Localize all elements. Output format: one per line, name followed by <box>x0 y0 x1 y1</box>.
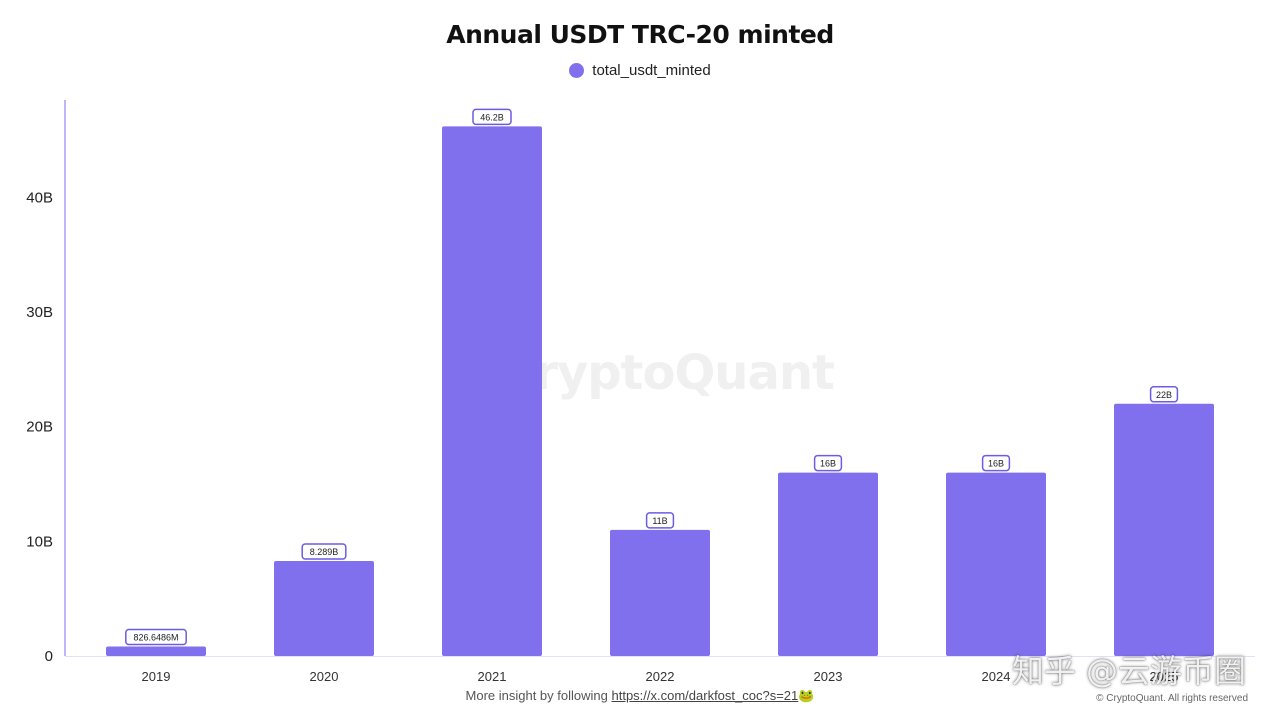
data-label: 46.2B <box>480 112 504 122</box>
y-tick-label: 10B <box>26 533 53 550</box>
chart-title: Annual USDT TRC-20 minted <box>446 20 834 49</box>
y-tick-label: 30B <box>26 304 53 321</box>
y-tick-label: 20B <box>26 419 53 436</box>
x-tick-label: 2021 <box>478 669 507 684</box>
x-tick-label: 2019 <box>142 669 171 684</box>
copyright-notice: © CryptoQuant. All rights reserved <box>1096 693 1248 704</box>
bar <box>1114 403 1214 656</box>
x-tick-label: 2023 <box>814 669 843 684</box>
bar <box>106 646 206 656</box>
legend-label: total_usdt_minted <box>592 62 711 79</box>
y-tick-label: 0 <box>45 648 53 665</box>
data-label: 11B <box>652 516 667 526</box>
data-label-box <box>1149 386 1179 403</box>
x-tick-label: 2024 <box>982 669 1011 684</box>
footer-note: More insight by following https://x.com/… <box>0 688 1280 704</box>
data-label: 16B <box>820 459 836 469</box>
data-label: 826.6486M <box>133 633 178 643</box>
footer-prefix: More insight by following <box>465 688 612 703</box>
frog-emoji: 🐸 <box>798 688 815 703</box>
watermark: CryptoQuant <box>500 345 835 401</box>
zhihu-watermark: 知乎 @云游币圈 <box>1011 652 1246 690</box>
bar <box>778 472 878 656</box>
x-tick-label: 2022 <box>646 669 675 684</box>
data-label-box <box>981 454 1011 472</box>
bar <box>274 560 374 656</box>
legend[interactable]: total_usdt_minted <box>0 62 1280 79</box>
data-label-box <box>813 454 843 472</box>
bar <box>946 472 1046 656</box>
footer-link[interactable]: https://x.com/darkfost_coc?s=21 <box>611 688 799 703</box>
data-label: 8.289B <box>310 547 339 557</box>
data-label-box <box>472 108 512 126</box>
data-label: 22B <box>1156 390 1172 400</box>
legend-swatch <box>569 63 585 78</box>
bar <box>442 126 542 657</box>
x-tick-label: 2020 <box>310 669 339 684</box>
y-tick-label: 40B <box>26 189 53 206</box>
data-label: 16B <box>988 459 1004 469</box>
data-label-box <box>125 628 187 646</box>
bar <box>610 529 710 656</box>
data-label-box <box>301 543 347 560</box>
data-label-box <box>645 512 675 529</box>
x-tick-label: 2025 <box>1150 669 1179 684</box>
